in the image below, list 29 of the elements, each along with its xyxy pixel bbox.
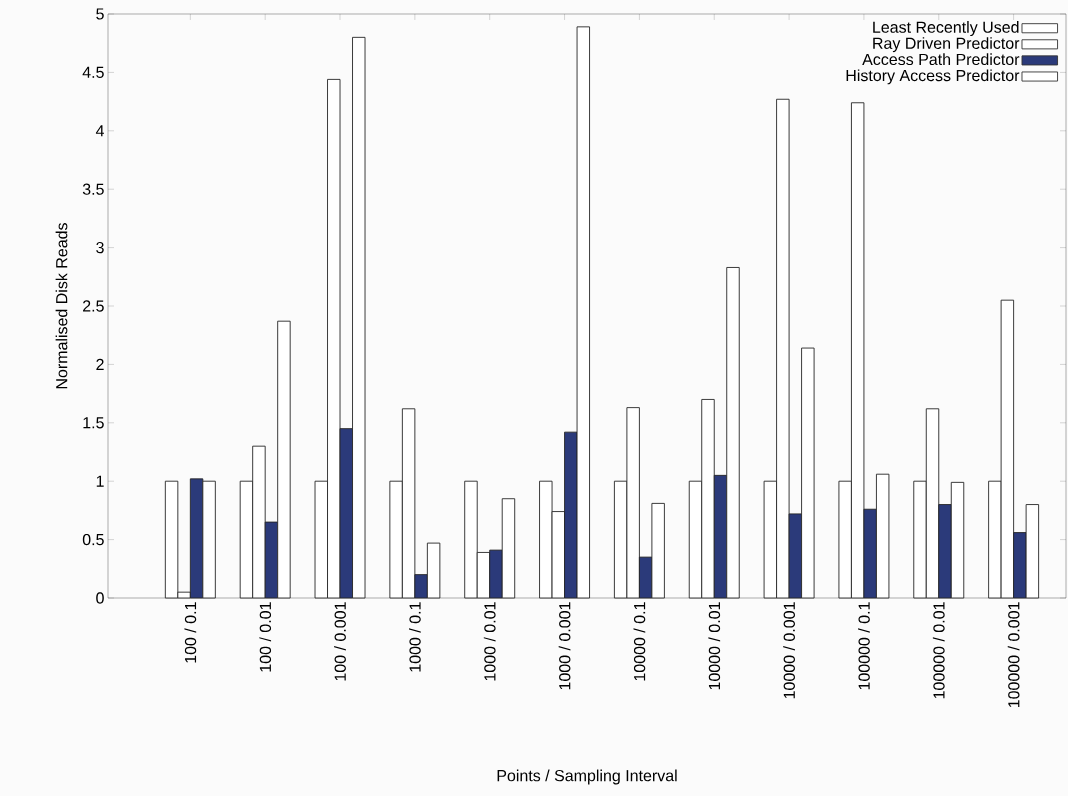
y-axis-title: Normalised Disk Reads [55, 223, 68, 389]
y-tick-label: 0 [96, 592, 104, 604]
x-tick-label: 100 / 0.1 [184, 602, 197, 663]
x-tick-label: 10000 / 0.1 [633, 602, 646, 681]
y-tick-label: 1.5 [83, 417, 104, 429]
y-tick-label: 1 [96, 475, 104, 487]
y-tick-label: 4 [95, 125, 104, 137]
x-tick-label: 1000 / 0.001 [558, 602, 571, 690]
x-tick-label: 1000 / 0.1 [408, 602, 421, 672]
x-tick-label: 100 / 0.001 [334, 602, 346, 681]
y-tick-label: 4.5 [82, 66, 104, 78]
y-tick-label: 2.5 [83, 300, 104, 312]
x-tick-label: 10000 / 0.001 [783, 602, 795, 699]
x-tick-label: 100 / 0.01 [259, 602, 272, 672]
x-axis-title: Points / Sampling Interval [497, 769, 677, 785]
y-tick-label: 2 [96, 358, 104, 370]
x-tick-label: 100000 / 0.1 [858, 602, 870, 690]
y-tick-label: 5 [96, 8, 104, 20]
x-tick-label: 100000 / 0.001 [1007, 602, 1020, 708]
legend-label: Ray Driven Predictor [873, 37, 1020, 53]
legend-label: History Access Predictor [846, 69, 1020, 85]
y-tick-label: 3.5 [82, 183, 104, 195]
legend-label: Least Recently Used [873, 21, 1019, 37]
y-tick-label: 0.5 [82, 533, 104, 546]
x-tick-label: 1000 / 0.01 [483, 602, 496, 681]
y-tick-label: 3 [96, 241, 104, 254]
x-tick-label: 100000 / 0.01 [932, 602, 945, 699]
x-tick-label: 10000 / 0.01 [708, 602, 721, 690]
legend-label: Access Path Predictor [862, 53, 1020, 66]
